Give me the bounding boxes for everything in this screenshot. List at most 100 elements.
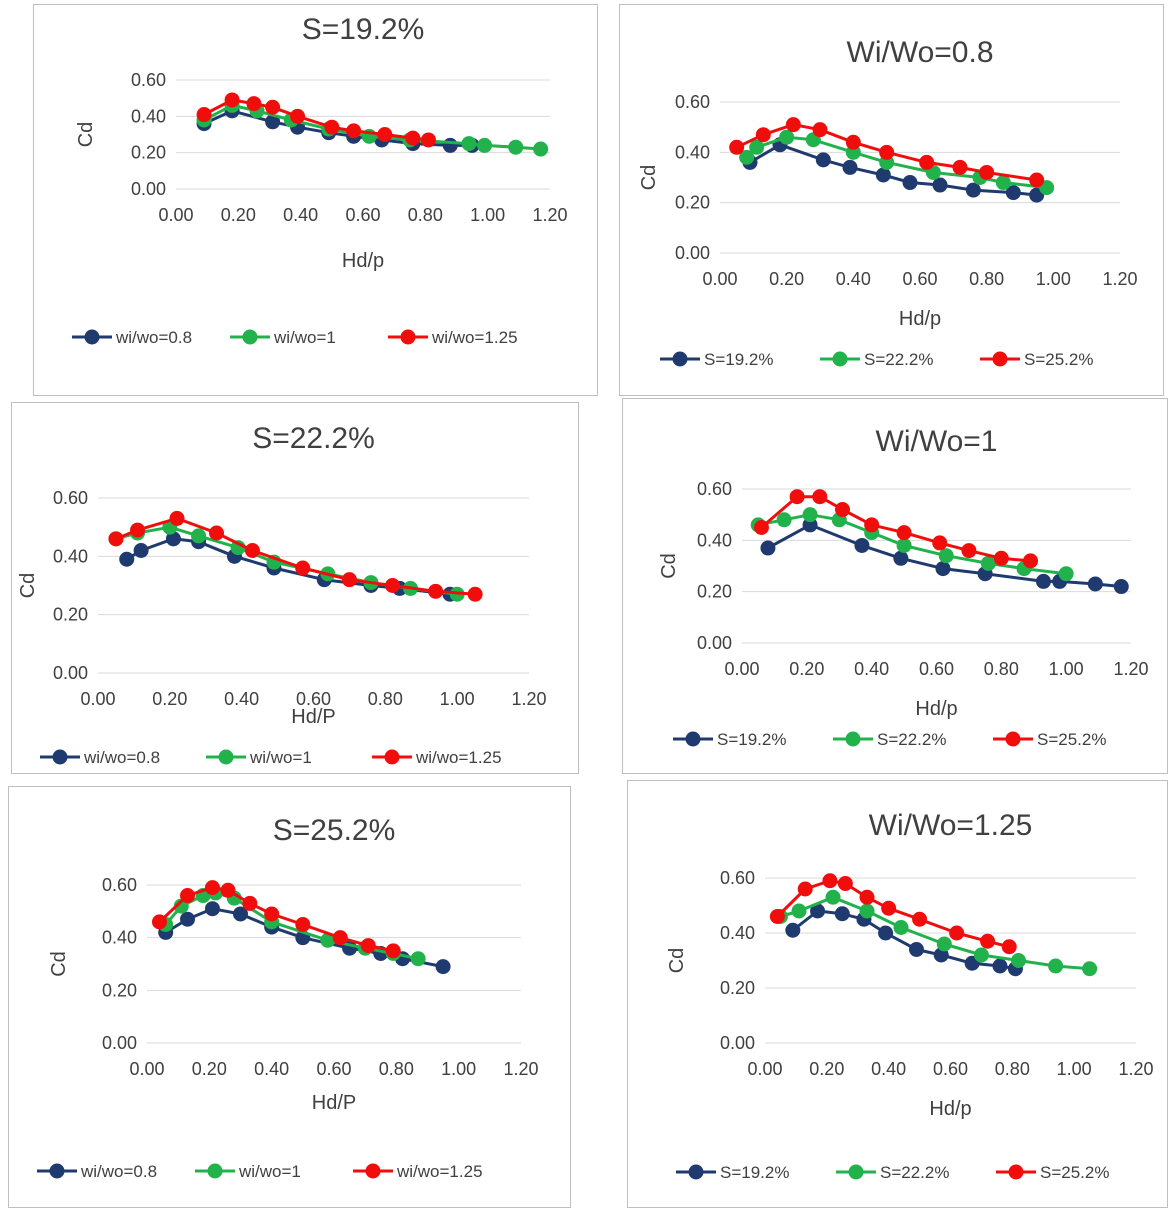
legend-marker [242,329,258,345]
x-tick-label: 0.00 [158,205,193,225]
series-line [749,143,1037,197]
data-point [360,938,376,954]
x-tick-label: 1.00 [470,205,505,225]
x-tick-label: 0.20 [809,1059,844,1079]
data-point [932,177,948,193]
data-point [896,537,912,553]
x-tick-label: 0.80 [368,689,403,709]
x-tick-label: 0.60 [345,205,380,225]
chart-svg-5: S=25.2% 0.00 0.20 0.40 0.60 0.00 0.20 0.40 0.60 0… [37,814,539,1181]
chart-svg-2: Wi/Wo=0.8 0.00 0.20 0.40 0.60 0.00 0.20 0.40 0.6… [638,36,1138,369]
x-tick-label: 1.20 [503,1059,538,1079]
y-tick-label: 0.60 [720,868,755,888]
data-point [893,550,909,566]
legend-marker [84,329,100,345]
data-point [165,531,181,547]
data-point [385,943,401,959]
x-tick-label: 0.20 [192,1059,227,1079]
x-tick-label: 0.40 [854,659,889,679]
y-tick-label: 0.00 [53,663,88,683]
x-tick-label: 0.80 [408,205,443,225]
data-point [204,901,220,917]
data-point [242,895,258,911]
legend-marker [1005,731,1021,747]
data-point [932,535,948,551]
x-tick-label: 0.40 [224,689,259,709]
data-point [224,92,240,108]
legend-item: S=22.2% [833,730,946,749]
x-tick-label: 0.80 [995,1059,1030,1079]
chart-panel-wiwo-0-8: Wi/Wo=0.8 0.00 0.20 0.40 0.60 0.00 0.20 0.40 0.6… [619,4,1164,396]
x-tick-label: 1.20 [511,689,546,709]
x-axis-label: Hd/p [915,698,957,720]
x-tick-label: 0.20 [221,205,256,225]
data-point [405,130,421,146]
data-point [753,520,769,535]
data-point [965,182,981,198]
legend-item: wi/wo=1 [206,748,312,767]
x-tick-label: 1.00 [1036,269,1071,289]
data-point [442,137,458,153]
data-point [435,959,451,975]
data-point [180,911,196,927]
series-line [736,123,1037,182]
data-point [875,167,891,183]
data-point [246,96,262,112]
x-tick-label: 0.00 [129,1059,164,1079]
legend-marker [845,731,861,747]
data-point [961,543,977,559]
chart-panel-wiwo-1-25: Wi/Wo=1.25 0.00 0.20 0.40 0.60 0.00 0.20 0.40 0.… [627,780,1168,1208]
x-tick-label: 0.40 [283,205,318,225]
chart-panel-s-19-2: S=19.2% 0.00 0.20 0.40 0.60 0.00 0.20 0.40 0.60 0… [33,4,598,396]
legend-label: S=22.2% [864,350,933,369]
x-tick-label: 1.00 [441,1059,476,1079]
data-point [879,144,895,160]
series-line [767,523,1122,588]
x-tick-label: 0.80 [984,659,1019,679]
data-point [854,537,870,553]
data-point [377,127,393,142]
x-tick-label: 0.60 [902,269,937,289]
legend-marker [1008,1164,1024,1180]
y-tick-label: 0.20 [675,193,710,213]
series-line [115,516,476,596]
data-point [785,922,801,938]
data-point [385,578,401,593]
data-point [244,543,260,558]
series-line [745,135,1047,190]
y-axis-label: Cd [658,553,680,579]
data-point [912,911,928,927]
legend-item: wi/wo=1.25 [388,328,518,347]
legend-item: wi/wo=0.8 [72,328,192,347]
data-point [760,540,776,556]
data-point [295,560,311,576]
data-point [410,951,426,967]
legend-label: S=19.2% [717,730,786,749]
legend-label: S=22.2% [877,730,946,749]
legend-item: wi/wo=0.8 [40,748,160,767]
legend-marker [384,749,400,765]
data-point [834,502,850,518]
legend-label: wi/wo=0.8 [80,1162,157,1181]
legend-label: wi/wo=1.25 [415,748,502,767]
data-point [508,139,524,155]
data-point [881,900,897,916]
data-point [332,930,348,946]
data-point [812,122,828,138]
x-tick-label: 1.00 [440,689,475,709]
legend-marker [207,1163,223,1179]
legend-item: S=25.2% [980,350,1093,369]
data-point [936,936,952,952]
y-tick-label: 0.40 [53,546,88,566]
data-point [785,117,801,133]
data-point [1113,579,1129,595]
data-point [993,550,1009,566]
data-point [834,906,850,922]
legend-item: S=19.2% [673,730,786,749]
data-point [938,548,954,564]
data-point [812,489,828,505]
legend-marker [685,731,701,747]
x-tick-label: 0.20 [769,269,804,289]
data-point [119,551,135,567]
chart-svg-3: S=22.2% 0.00 0.20 0.40 0.60 0.00 0.20 0.40 0.60 0… [17,422,547,767]
